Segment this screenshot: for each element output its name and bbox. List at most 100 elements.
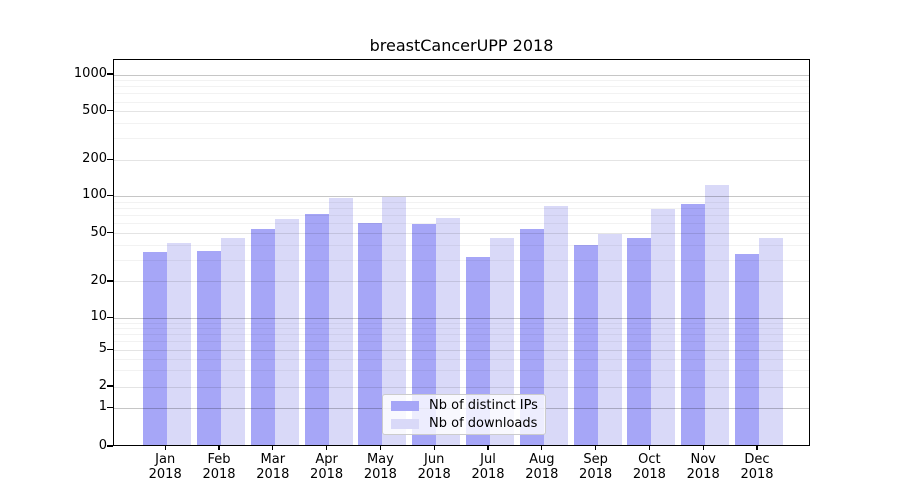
bar-downloads [167,243,192,445]
x-tick-mark [702,446,704,450]
legend-item-distinct-ips: Nb of distinct IPs [391,397,538,413]
x-tick-label-year: 2018 [256,467,290,482]
grid-line [114,138,809,140]
grid-line [114,86,809,88]
y-tick-mark [107,385,113,387]
grid-line [114,93,809,95]
x-tick-mark [541,446,543,450]
grid-line [114,80,809,82]
bar-distinct-ips [358,222,383,445]
grid-line [114,281,809,283]
grid-line [114,358,809,360]
bar-distinct-ips [573,244,598,445]
legend-label-distinct-ips: Nb of distinct IPs [429,397,538,413]
grid-line [114,159,809,161]
x-tick-mark [326,446,328,450]
y-tick-label: 500 [82,102,107,118]
y-tick-mark [107,348,113,350]
grid-line [114,223,809,225]
x-tick-label-year: 2018 [471,467,505,482]
x-tick-label-year: 2018 [632,467,666,482]
chart-title: breastCancerUPP 2018 [369,36,554,55]
bar-distinct-ips [735,253,759,445]
y-tick-label: 100 [82,187,107,203]
y-tick-label: 2 [98,378,107,393]
y-tick-mark [107,194,113,197]
bar-downloads [543,206,568,445]
y-tick-mark [107,280,113,282]
grid-line [114,233,809,235]
y-tick-label: 200 [82,151,107,167]
x-tick-label-year: 2018 [310,467,344,482]
grid-line [114,195,809,197]
y-tick-mark [107,316,113,318]
grid-line [114,207,809,209]
grid-line [114,260,809,262]
grid-line [114,101,809,103]
x-tick-label-month: Oct [638,452,661,467]
x-tick-mark [595,446,597,450]
bar-downloads [651,208,676,445]
grid-line [114,334,809,336]
grid-line [114,201,809,203]
x-tick-label-month: Jul [480,452,496,467]
y-tick-mark [107,445,113,447]
y-tick-label: 0 [98,438,107,453]
bar-downloads [759,238,783,445]
x-tick-mark [756,446,758,450]
x-tick-mark [379,446,381,450]
y-tick-label: 5 [98,341,107,357]
x-tick-mark [218,446,220,450]
x-tick-mark [648,446,650,450]
legend-swatch-downloads [391,418,419,429]
x-tick-label-year: 2018 [148,467,182,482]
x-tick-label-year: 2018 [202,467,236,482]
y-tick-mark [107,73,113,75]
x-tick-label-month: Jan [155,452,176,467]
x-tick-mark [487,446,489,450]
x-tick-label-year: 2018 [525,467,559,482]
bar-distinct-ips [304,213,329,445]
grid-line [114,370,809,372]
bar-distinct-ips [143,252,168,445]
bar-downloads [221,238,245,445]
plot-area: Nb of distinct IPs Nb of downloads [113,59,810,446]
y-tick-mark [107,406,113,409]
x-tick-mark [272,446,274,450]
legend-item-downloads: Nb of downloads [391,415,538,431]
x-tick-label-year: 2018 [686,467,720,482]
grid-line [114,111,809,113]
x-tick-mark [164,446,166,450]
bar-downloads [597,233,622,445]
bar-downloads [274,219,299,445]
x-tick-label-month: Mar [260,452,286,467]
legend: Nb of distinct IPs Nb of downloads [382,394,546,435]
grid-line [114,74,809,76]
x-tick-label-month: Aug [529,452,555,467]
grid-line [114,244,809,246]
y-tick-mark [107,232,113,234]
y-tick-label: 50 [90,224,107,240]
x-tick-label-month: Jun [424,452,445,467]
grid-line [114,123,809,125]
x-tick-label-month: Dec [744,452,770,467]
bar-distinct-ips [197,250,221,445]
x-tick-label-month: May [366,452,394,467]
bar-distinct-ips [681,203,706,445]
grid-line [114,327,809,329]
legend-label-downloads: Nb of downloads [429,415,538,431]
bar-distinct-ips [250,228,275,445]
y-tick-label: 1000 [73,66,107,81]
y-tick-mark [107,110,113,112]
bar-downloads [328,198,353,445]
x-tick-label-month: Sep [583,452,608,467]
grid-line [114,322,809,324]
bar-downloads [705,184,730,445]
x-tick-label-month: Nov [690,452,716,467]
x-tick-label-year: 2018 [579,467,613,482]
x-tick-label-month: Feb [207,452,231,467]
y-tick-label: 10 [90,309,107,325]
bar-distinct-ips [627,238,652,445]
x-tick-label-year: 2018 [740,467,774,482]
